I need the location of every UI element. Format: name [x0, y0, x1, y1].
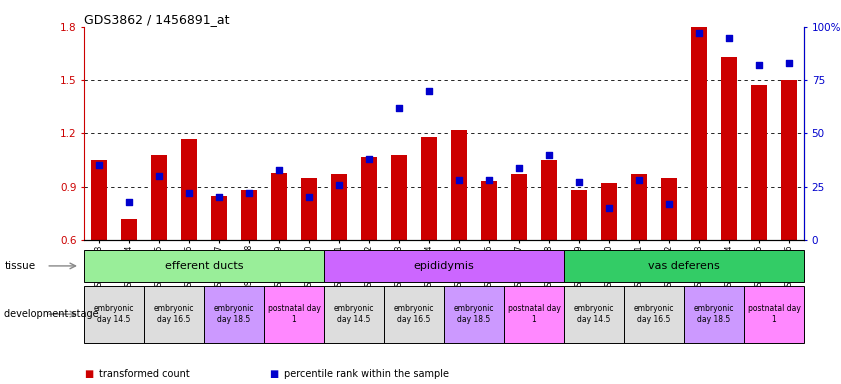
Bar — [481, 181, 497, 240]
Bar — [690, 27, 707, 240]
Bar — [780, 80, 797, 240]
Point — [302, 194, 315, 200]
Text: GDS3862 / 1456891_at: GDS3862 / 1456891_at — [84, 13, 230, 26]
Text: epididymis: epididymis — [414, 261, 474, 271]
Text: embryonic
day 16.5: embryonic day 16.5 — [154, 305, 194, 324]
Text: efferent ducts: efferent ducts — [165, 261, 243, 271]
Point — [482, 177, 495, 184]
Text: development stage: development stage — [4, 309, 99, 319]
Bar — [541, 160, 558, 240]
Bar — [181, 139, 198, 240]
Text: embryonic
day 18.5: embryonic day 18.5 — [694, 305, 734, 324]
Bar — [331, 174, 347, 240]
Text: postnatal day
1: postnatal day 1 — [748, 305, 801, 324]
Bar — [721, 57, 738, 240]
Bar — [751, 86, 767, 240]
Text: postnatal day
1: postnatal day 1 — [508, 305, 560, 324]
Point — [722, 35, 736, 41]
Point — [602, 205, 616, 211]
Bar — [91, 160, 108, 240]
Bar — [84, 250, 324, 282]
Point — [182, 190, 196, 196]
Point — [93, 162, 106, 169]
Point — [123, 199, 136, 205]
Bar — [510, 174, 527, 240]
Point — [662, 201, 675, 207]
Point — [152, 173, 166, 179]
Bar — [504, 286, 564, 343]
Point — [452, 177, 466, 184]
Bar — [301, 178, 317, 240]
Bar — [211, 195, 227, 240]
Bar — [631, 174, 648, 240]
Bar — [744, 286, 804, 343]
Point — [632, 177, 646, 184]
Text: embryonic
day 14.5: embryonic day 14.5 — [334, 305, 374, 324]
Point — [692, 30, 706, 36]
Point — [332, 182, 346, 188]
Bar — [444, 286, 504, 343]
Bar — [661, 178, 677, 240]
Point — [392, 105, 405, 111]
Text: embryonic
day 14.5: embryonic day 14.5 — [574, 305, 614, 324]
Text: postnatal day
1: postnatal day 1 — [267, 305, 320, 324]
Bar — [144, 286, 204, 343]
Bar — [241, 190, 257, 240]
Text: embryonic
day 18.5: embryonic day 18.5 — [454, 305, 495, 324]
Bar — [600, 183, 617, 240]
Point — [362, 156, 376, 162]
Bar — [391, 155, 407, 240]
Point — [422, 88, 436, 94]
Bar — [684, 286, 744, 343]
Bar — [121, 219, 137, 240]
Bar — [564, 286, 624, 343]
Bar — [84, 286, 144, 343]
Text: transformed count: transformed count — [99, 369, 190, 379]
Point — [782, 60, 796, 66]
Bar — [420, 137, 437, 240]
Point — [752, 62, 765, 68]
Text: embryonic
day 14.5: embryonic day 14.5 — [94, 305, 135, 324]
Point — [512, 164, 526, 170]
Bar — [204, 286, 264, 343]
Bar — [564, 250, 804, 282]
Point — [272, 167, 286, 173]
Bar — [324, 250, 564, 282]
Point — [572, 179, 585, 185]
Bar — [151, 155, 167, 240]
Bar — [384, 286, 444, 343]
Bar — [324, 286, 384, 343]
Text: percentile rank within the sample: percentile rank within the sample — [284, 369, 449, 379]
Text: embryonic
day 16.5: embryonic day 16.5 — [394, 305, 434, 324]
Bar — [571, 190, 587, 240]
Text: vas deferens: vas deferens — [648, 261, 720, 271]
Bar — [361, 157, 378, 240]
Point — [212, 194, 225, 200]
Text: ■: ■ — [269, 369, 278, 379]
Text: embryonic
day 18.5: embryonic day 18.5 — [214, 305, 254, 324]
Bar — [264, 286, 324, 343]
Text: tissue: tissue — [4, 261, 35, 271]
Bar — [271, 172, 288, 240]
Bar — [624, 286, 684, 343]
Text: ■: ■ — [84, 369, 93, 379]
Point — [542, 152, 556, 158]
Text: embryonic
day 16.5: embryonic day 16.5 — [634, 305, 674, 324]
Bar — [451, 130, 468, 240]
Point — [242, 190, 256, 196]
